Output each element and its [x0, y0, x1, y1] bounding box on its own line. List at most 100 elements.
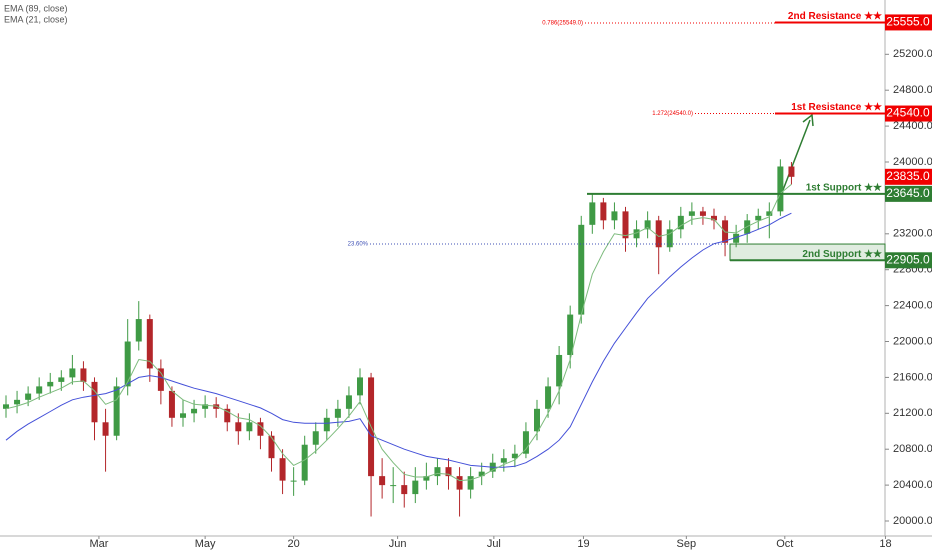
- candle-body: [80, 368, 87, 382]
- candle-body: [246, 422, 253, 432]
- candle-body: [69, 368, 76, 378]
- x-tick-label: Jun: [389, 538, 407, 550]
- fib-label: 1.272(24540.0): [652, 111, 693, 117]
- candle-body: [666, 229, 673, 248]
- x-tick-label: 18: [879, 538, 891, 550]
- x-tick-label: Oct: [776, 538, 793, 550]
- candle-body: [146, 319, 153, 369]
- candle-body: [268, 435, 275, 459]
- x-tick-label: Mar: [89, 538, 108, 550]
- candle-body: [688, 211, 695, 216]
- candle-body: [290, 480, 297, 482]
- candle-body: [180, 413, 186, 418]
- y-tick-label: 20800.0: [893, 443, 932, 455]
- candle-body: [467, 476, 474, 490]
- candle-body: [578, 224, 585, 315]
- y-tick-label: 20400.0: [893, 479, 932, 491]
- candle-body: [556, 354, 563, 387]
- y-tick-label: 21200.0: [893, 407, 932, 419]
- candle-body: [345, 395, 352, 409]
- ema-line: [5, 184, 792, 482]
- x-tick-label: 20: [288, 538, 300, 550]
- candle-body: [202, 404, 209, 409]
- candle-body: [788, 166, 795, 177]
- candle-body: [25, 393, 32, 400]
- candle-body: [622, 211, 629, 239]
- candle-body: [456, 476, 463, 490]
- level-name: 1st Support ★★: [806, 183, 882, 194]
- candle-body: [434, 467, 441, 477]
- candle-body: [168, 390, 175, 418]
- candle-body: [301, 444, 308, 481]
- candle-body: [323, 417, 330, 432]
- legend-entry: EMA (21, close): [4, 14, 68, 24]
- level-badge-label: 22905.0: [886, 252, 930, 266]
- candle-body: [312, 431, 319, 445]
- candle-body: [357, 377, 363, 396]
- candle-body: [500, 458, 507, 463]
- candle-body: [113, 386, 120, 436]
- candle-body: [58, 377, 65, 382]
- candle-body: [600, 202, 607, 221]
- candle-body: [47, 381, 54, 387]
- candle-body: [14, 399, 21, 405]
- level-badge: [885, 185, 932, 202]
- level-name: 2nd Support ★★: [802, 249, 882, 260]
- candle-body: [766, 211, 773, 216]
- candle-body: [711, 215, 717, 221]
- candle-body: [379, 476, 386, 486]
- ema-line: [5, 212, 792, 468]
- level-name: 2nd Resistance ★★: [788, 11, 882, 22]
- candle-body: [401, 485, 408, 495]
- y-tick-label: 22400.0: [893, 300, 932, 312]
- candle-body: [124, 341, 131, 387]
- candle-body: [235, 422, 242, 432]
- level-badge: [885, 105, 932, 122]
- price-badge: [885, 168, 932, 185]
- candle-body: [36, 386, 43, 394]
- candle-body: [412, 480, 419, 495]
- candle-body: [644, 220, 651, 230]
- candle-body: [733, 233, 740, 243]
- candle-body: [390, 485, 397, 487]
- level-badge-label: 24540.0: [886, 106, 930, 120]
- fib-label: 0.786(25549.0): [542, 21, 583, 27]
- candle-body: [224, 408, 231, 423]
- candle-body: [334, 408, 341, 418]
- arrow-head: [802, 113, 814, 127]
- candle-body: [545, 386, 552, 409]
- y-tick-label: 21600.0: [893, 371, 932, 383]
- candle-body: [611, 211, 618, 221]
- x-tick-label: 19: [577, 538, 589, 550]
- level-badge-label: 25555.0: [886, 15, 930, 29]
- candle-body: [655, 220, 662, 248]
- candle-body: [3, 404, 9, 409]
- candle-body: [677, 215, 684, 230]
- legend-entry: EMA (89, close): [4, 3, 68, 13]
- candle-body: [257, 422, 264, 436]
- arrow: [782, 119, 811, 191]
- candle-body: [522, 431, 529, 454]
- candle-body: [478, 471, 485, 477]
- candle-body: [777, 166, 784, 212]
- y-tick-label: 20000.0: [893, 515, 932, 527]
- x-tick-label: May: [195, 538, 216, 550]
- x-tick-label: Sep: [677, 538, 697, 550]
- candle-body: [191, 408, 198, 414]
- fib-label: 23.60%: [348, 242, 369, 248]
- candle-body: [91, 381, 98, 423]
- level-name: 1st Resistance ★★: [791, 102, 882, 113]
- x-tick-label: Jul: [487, 538, 501, 550]
- candle-body: [135, 319, 142, 342]
- candle-body: [589, 202, 596, 225]
- y-tick-label: 22000.0: [893, 335, 932, 347]
- level-badge: [885, 252, 932, 269]
- candle-body: [755, 215, 762, 221]
- y-tick-label: 24400.0: [893, 120, 932, 132]
- candle-body: [445, 467, 452, 477]
- y-tick-label: 23200.0: [893, 228, 932, 240]
- candle-body: [633, 229, 640, 239]
- y-tick-label: 24800.0: [893, 84, 932, 96]
